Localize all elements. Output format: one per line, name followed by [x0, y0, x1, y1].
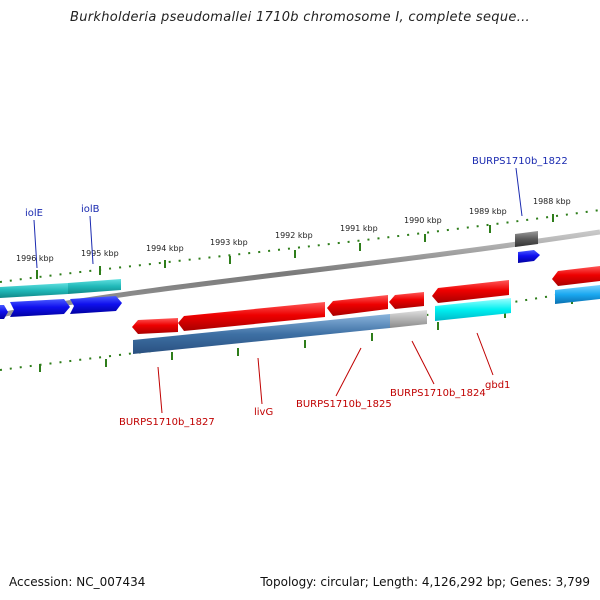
leader-lines	[33, 167, 523, 414]
gene-gbd1-feature[interactable]	[432, 280, 509, 303]
gene-blue-feature[interactable]	[70, 296, 122, 314]
ruler-label: 1992 kbp	[275, 231, 313, 240]
gene-label-burps1825[interactable]: BURPS1710b_1825	[296, 399, 392, 410]
ruler-label: 1996 kbp	[16, 254, 54, 263]
gene-burps1824-feature[interactable]	[389, 292, 424, 309]
outer-major-ticks	[36, 214, 554, 279]
map-title: Burkholderia pseudomallei 1710b chromoso…	[69, 10, 530, 25]
gene-iolB-feature[interactable]	[68, 279, 121, 294]
outer-ruler	[0, 209, 600, 283]
gene-label-burps1824[interactable]: BURPS1710b_1824	[390, 388, 486, 399]
gene-label-iolE[interactable]: iolE	[25, 208, 43, 219]
ruler-label: 1995 kbp	[81, 249, 119, 258]
gene-label-iolB[interactable]: iolB	[81, 204, 100, 215]
gene-blue-feature[interactable]	[0, 305, 8, 319]
ruler-label: 1990 kbp	[404, 216, 442, 225]
gene-burps1822-feature[interactable]	[515, 231, 538, 247]
forward-genes	[0, 231, 600, 319]
ruler-label: 1989 kbp	[469, 207, 507, 216]
gene-sky-feature[interactable]	[555, 285, 600, 304]
gene-lightgray-feature[interactable]	[390, 310, 427, 328]
gene-red-feature[interactable]	[552, 266, 600, 286]
gene-burps1822-feature[interactable]	[518, 250, 540, 263]
gene-burps1825-feature[interactable]	[327, 295, 388, 316]
gene-label-burps1822[interactable]: BURPS1710b_1822	[472, 156, 568, 167]
genome-stats-text: Topology: circular; Length: 4,126,292 bp…	[260, 575, 590, 589]
gene-blue-feature[interactable]	[10, 299, 70, 317]
gene-burps1827-feature[interactable]	[132, 318, 178, 334]
gene-label-livG[interactable]: livG	[254, 407, 273, 418]
ruler-labels: 1996 kbp 1995 kbp 1994 kbp 1993 kbp 1992…	[16, 197, 571, 263]
gene-label-gbd1[interactable]: gbd1	[485, 380, 510, 391]
gene-cyan-feature[interactable]	[435, 298, 511, 321]
gene-livG-feature[interactable]	[178, 302, 325, 331]
ruler-label: 1988 kbp	[533, 197, 571, 206]
reverse-genes	[132, 280, 511, 354]
gene-iolE-feature[interactable]	[0, 283, 68, 298]
ruler-label: 1993 kbp	[210, 238, 248, 247]
accession-text: Accession: NC_007434	[9, 575, 146, 589]
gene-steel-feature[interactable]	[133, 314, 390, 354]
gene-labels: iolE iolB BURPS1710b_1822 BURPS1710b_182…	[25, 156, 568, 428]
gene-label-burps1827[interactable]: BURPS1710b_1827	[119, 417, 215, 428]
ruler-label: 1991 kbp	[340, 224, 378, 233]
ruler-label: 1994 kbp	[146, 244, 184, 253]
